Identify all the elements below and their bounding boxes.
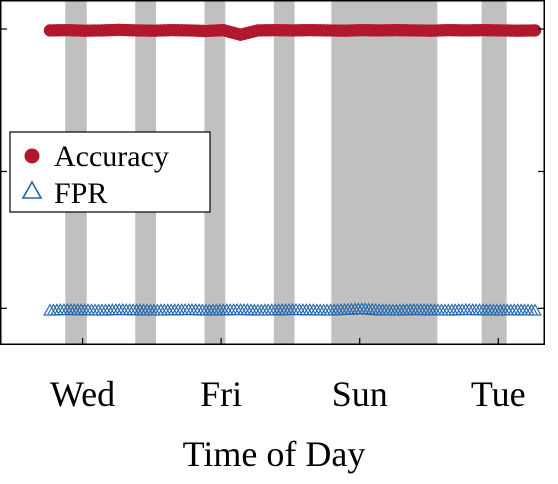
legend-box bbox=[9, 131, 211, 213]
shaded-band-5 bbox=[481, 0, 507, 345]
x-tick-label-wed: Wed bbox=[50, 374, 115, 414]
x-tick-label-fri: Fri bbox=[200, 374, 242, 414]
x-tick-label-sun: Sun bbox=[332, 374, 388, 414]
shaded-band-3 bbox=[273, 0, 295, 345]
series-accuracy bbox=[43, 23, 542, 41]
shaded-band-2 bbox=[204, 0, 226, 345]
shaded-band-4 bbox=[331, 0, 438, 345]
series-fpr bbox=[43, 302, 542, 316]
fpr-point bbox=[528, 303, 542, 316]
x-axis-label: Time of Day bbox=[183, 434, 366, 474]
data-series bbox=[43, 23, 542, 316]
axis-ticks: Wed Fri Sun Tue bbox=[0, 28, 545, 414]
legend-label-fpr: FPR bbox=[54, 177, 107, 210]
x-tick-label-tue: Tue bbox=[471, 374, 526, 414]
plot-frame bbox=[0, 0, 545, 345]
legend-label-accuracy: Accuracy bbox=[54, 140, 169, 173]
legend-marker-accuracy bbox=[24, 148, 40, 164]
accuracy-point bbox=[528, 24, 542, 37]
legend-marker-fpr bbox=[21, 180, 43, 199]
shaded-periods bbox=[65, 0, 507, 345]
legend: Accuracy FPR bbox=[9, 131, 211, 213]
